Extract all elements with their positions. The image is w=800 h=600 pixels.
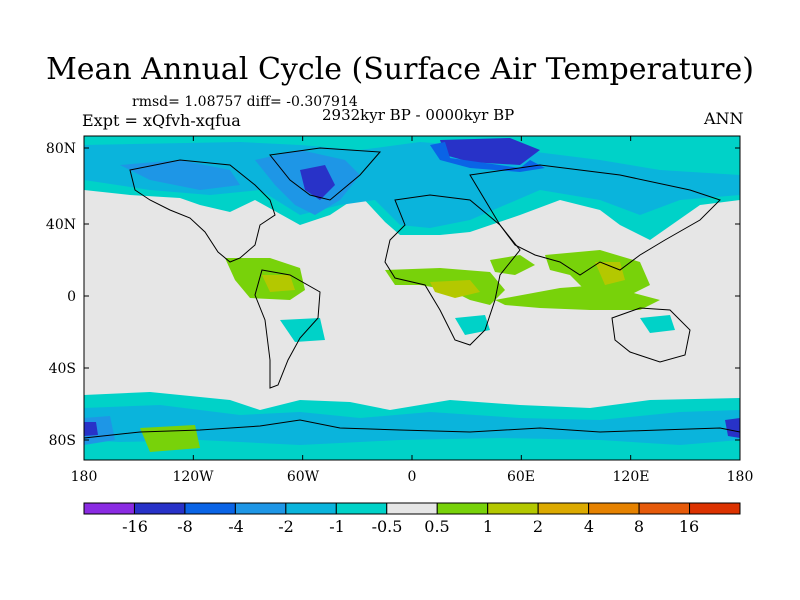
colorbar-swatch [335, 502, 388, 515]
axis-ticks [83, 136, 741, 460]
anomaly-maritime-green [545, 250, 650, 300]
period-label: 2932kyr BP - 0000kyr BP [322, 106, 515, 124]
coast-greenland [269, 147, 382, 201]
lat-tick-label: 40N [46, 217, 76, 233]
colorbar-label: -1 [329, 517, 345, 536]
colorbar-label: -16 [122, 517, 148, 536]
experiment-label: Expt = xQfvh-xqfua [82, 111, 241, 130]
map-title: Mean Annual Cycle (Surface Air Temperatu… [46, 52, 754, 87]
colorbar-labels: -16 -8 -4 -2 -1 -0.5 0.5 1 2 4 8 16 [122, 517, 699, 536]
colorbar-label: 0.5 [424, 517, 449, 536]
colorbar-swatch [386, 502, 438, 515]
colorbar-swatch [436, 502, 489, 515]
diff-value: -0.307914 [286, 94, 358, 110]
lon-tick-label: 180 [727, 469, 754, 485]
rmsd-value: 1.08757 [184, 94, 243, 110]
coast-australia [611, 307, 691, 363]
anomaly-south-asia-yellow [595, 262, 625, 285]
coast-africa-europe [384, 194, 521, 346]
colorbar-swatch [234, 502, 287, 515]
colorbar-label: 1 [483, 517, 493, 536]
lat-tick-label: 80S [49, 433, 76, 449]
anomaly-antarctic-green [140, 425, 200, 452]
rmsd-diff-stats: rmsd= 1.08757 diff= -0.307914 [132, 94, 358, 110]
colorbar-swatch [285, 502, 337, 515]
colorbar-swatch [184, 502, 236, 515]
anomaly-field [84, 136, 740, 460]
lon-tick-label: 120W [172, 469, 214, 485]
longitude-axis: 180 120W 60W 0 60E 120E 180 [71, 469, 754, 485]
colorbar-label: -4 [228, 517, 244, 536]
lon-tick-label: 60W [287, 469, 320, 485]
coastlines [84, 147, 740, 439]
anomaly-arctic-lightblue [84, 142, 740, 228]
anomaly-southern-ocean-lightblue [84, 405, 740, 445]
colorbar-swatch [83, 502, 135, 515]
rmsd-label: rmsd= [132, 94, 180, 110]
season-label: ANN [704, 109, 744, 128]
lat-tick-label: 0 [67, 289, 76, 305]
latitude-axis: 80N 40N 0 40S 80S [46, 141, 76, 449]
anomaly-antarctic-darkblue [84, 422, 98, 436]
colorbar [83, 502, 741, 515]
anomaly-greenland-darkblue [300, 165, 335, 200]
lat-tick-label: 40S [49, 361, 76, 377]
colorbar-label: -2 [278, 517, 294, 536]
colorbar-label: -0.5 [372, 517, 403, 536]
colorbar-label: 2 [533, 517, 543, 536]
lon-tick-label: 120E [613, 469, 650, 485]
colorbar-swatch [588, 502, 640, 515]
lon-tick-label: 180 [71, 469, 98, 485]
diff-label: diff= [246, 94, 282, 110]
colorbar-swatch [133, 502, 186, 515]
colorbar-swatch [638, 502, 691, 515]
colorbar-swatch [689, 502, 741, 515]
lat-tick-label: 80N [46, 141, 76, 157]
anomaly-southern-africa-cyan [455, 315, 490, 335]
anomaly-siberia-darkblue [440, 138, 540, 165]
anomaly-arabia-green [490, 255, 535, 275]
anomaly-antarctic-east-darkblue [725, 418, 740, 438]
coast-south-america [254, 269, 321, 389]
coast-antarctica [84, 419, 740, 439]
anomaly-australia-cyan [640, 315, 675, 333]
coast-north-america [129, 159, 276, 263]
anomaly-canada-blue [120, 160, 240, 190]
lon-tick-label: 60E [507, 469, 535, 485]
colorbar-label: 16 [679, 517, 699, 536]
colorbar-label: 8 [634, 517, 644, 536]
anomaly-africa-yellow [430, 280, 480, 298]
coast-asia [469, 164, 721, 276]
colorbar-label: 4 [584, 517, 594, 536]
colorbar-swatch [537, 502, 590, 515]
anomaly-siberia-blue [430, 142, 545, 172]
colorbar-label: -8 [177, 517, 193, 536]
colorbar-swatch [487, 502, 539, 515]
lon-tick-label: 0 [408, 469, 417, 485]
anomaly-south-america-cyan [280, 318, 325, 342]
anomaly-central-america-yellow [262, 275, 295, 292]
